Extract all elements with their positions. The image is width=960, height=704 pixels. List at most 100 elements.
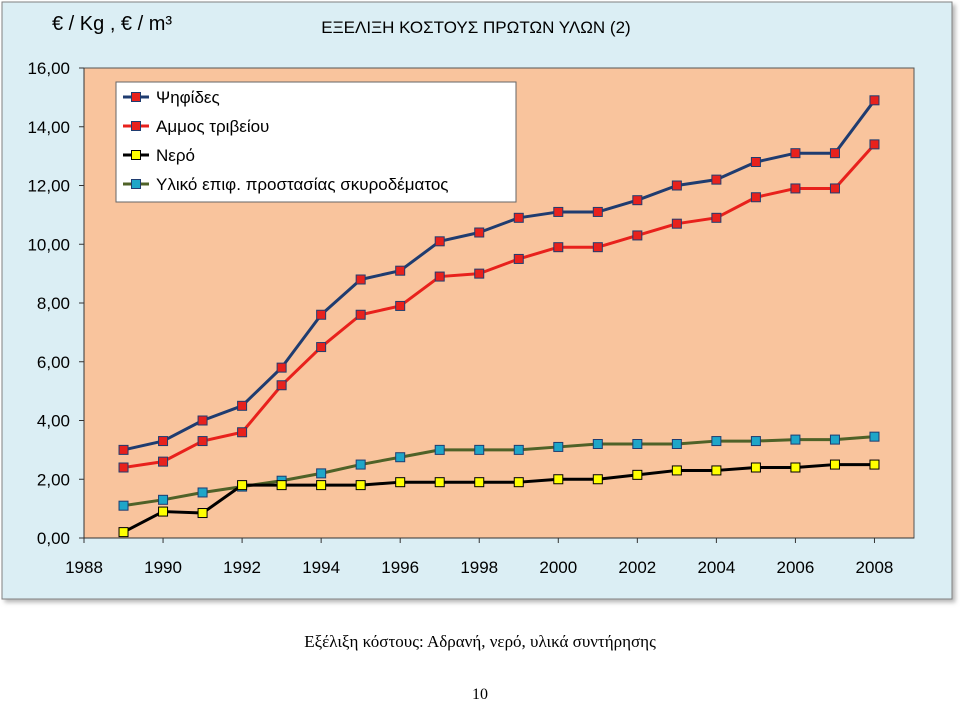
x-tick-label: 1990 <box>144 558 182 577</box>
series-line <box>123 99 876 452</box>
data-point <box>158 456 169 467</box>
data-point <box>197 487 208 498</box>
data-point <box>237 427 248 438</box>
y-tick-label: 0,00 <box>37 529 70 548</box>
data-point <box>790 434 801 445</box>
data-point <box>434 271 445 282</box>
figure-caption: Εξέλιξη κόστους: Αδρανή, νερό, υλικά συν… <box>304 632 656 651</box>
x-tick-label: 2002 <box>618 558 656 577</box>
y-axis-ticks: 0,00 2,00 4,00 6,00 8,00 10,00 12,00 14,00 16,00 <box>27 59 84 548</box>
data-point <box>790 183 801 194</box>
y-tick-label: 10,00 <box>27 235 70 254</box>
x-tick-label: 1992 <box>223 558 261 577</box>
data-point <box>474 444 485 455</box>
data-point <box>513 477 524 488</box>
data-point <box>197 508 208 519</box>
data-point <box>553 242 564 253</box>
data-point <box>158 494 169 505</box>
data-point <box>869 459 880 470</box>
data-point <box>197 415 208 426</box>
data-point <box>553 441 564 452</box>
data-point <box>711 212 722 223</box>
data-point <box>592 474 603 485</box>
legend-box <box>115 81 517 203</box>
legend-marker <box>131 179 141 189</box>
data-point <box>316 468 327 479</box>
y-tick-label: 16,00 <box>27 59 70 78</box>
y-tick-label: 4,00 <box>37 412 70 431</box>
data-point <box>750 192 761 203</box>
data-point <box>750 462 761 473</box>
data-point <box>513 444 524 455</box>
data-point <box>671 439 682 449</box>
x-tick-label: 2006 <box>777 558 815 577</box>
series-line <box>123 143 876 469</box>
data-point <box>237 400 248 411</box>
data-point <box>592 242 603 253</box>
x-tick-label: 2004 <box>697 558 735 577</box>
data-point <box>474 227 485 238</box>
data-point <box>632 195 643 206</box>
data-point <box>632 230 643 241</box>
legend-marker <box>131 92 141 102</box>
x-tick-label: 1998 <box>460 558 498 577</box>
data-point <box>869 139 880 150</box>
data-point <box>355 274 366 285</box>
data-point <box>276 362 287 373</box>
y-unit-label: € / Kg , € / m³ <box>52 13 172 35</box>
data-point <box>553 206 564 217</box>
data-point <box>276 380 287 391</box>
data-point <box>513 253 524 264</box>
legend: Ψηφίδες Αμμος τριβείου Νερό Υλικό επιφ. προ… <box>115 81 517 203</box>
x-tick-label: 2008 <box>856 558 894 577</box>
y-tick-label: 12,00 <box>27 177 70 196</box>
data-point <box>118 500 129 511</box>
x-tick-label: 2000 <box>539 558 577 577</box>
y-tick-label: 6,00 <box>37 353 70 372</box>
legend-label: Νερό <box>156 146 195 165</box>
data-point <box>592 206 603 217</box>
data-point <box>158 506 169 517</box>
data-point <box>632 469 643 480</box>
data-point <box>316 309 327 320</box>
x-tick-label: 1996 <box>381 558 419 577</box>
data-point <box>829 183 840 194</box>
data-point <box>355 480 366 491</box>
data-point <box>355 309 366 320</box>
x-axis-ticks: 1988 1990 1992 1994 1996 1998 2000 2002 2004 2006… <box>65 538 893 577</box>
data-point <box>750 436 761 447</box>
x-tick-label: 1994 <box>302 558 340 577</box>
data-point <box>869 431 880 442</box>
data-point <box>395 477 406 488</box>
data-point <box>671 465 682 476</box>
data-point <box>711 174 722 185</box>
data-point <box>434 236 445 247</box>
data-point <box>395 452 406 463</box>
data-point <box>869 95 880 106</box>
data-point <box>474 477 485 488</box>
data-point <box>197 436 208 447</box>
legend-marker <box>131 121 141 131</box>
page-number: 10 <box>472 686 488 703</box>
data-point <box>829 434 840 445</box>
data-point <box>237 480 248 491</box>
data-point <box>790 148 801 159</box>
data-point <box>355 459 366 470</box>
data-point <box>790 462 801 473</box>
data-point <box>395 300 406 311</box>
data-point <box>671 180 682 191</box>
data-point <box>434 477 445 488</box>
data-point <box>711 465 722 476</box>
legend-label: Υλικό επιφ. προστασίας σκυροδέματος <box>156 175 449 194</box>
data-point <box>316 342 327 353</box>
chart-title: ΕΞΕΛΙΞΗ ΚΟΣΤΟΥΣ ΠΡΩΤΩΝ ΥΛΩΝ (2) <box>321 18 630 37</box>
series-layer <box>118 95 880 538</box>
data-point <box>474 268 485 279</box>
data-point <box>118 462 129 473</box>
data-point <box>513 212 524 223</box>
data-point <box>118 527 129 538</box>
data-point <box>829 148 840 159</box>
data-point <box>592 439 603 449</box>
data-point <box>118 444 129 455</box>
y-tick-label: 14,00 <box>27 118 70 137</box>
